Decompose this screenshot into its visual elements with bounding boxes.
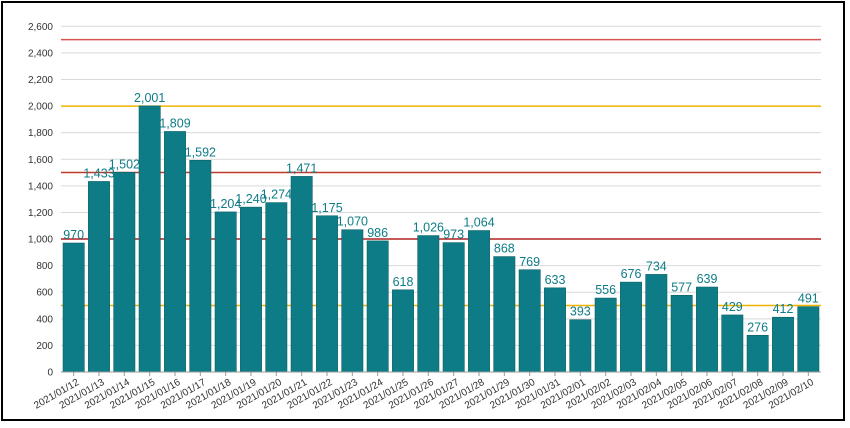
bar bbox=[442, 242, 465, 373]
bar bbox=[316, 215, 338, 373]
bar bbox=[164, 131, 186, 373]
data-labels: 9701,4331,5022,0011,8091,5921,2041,2401,… bbox=[63, 91, 819, 334]
bar bbox=[696, 286, 718, 373]
data-label: 1,026 bbox=[413, 221, 444, 235]
data-label: 393 bbox=[570, 305, 591, 319]
bar bbox=[62, 242, 85, 373]
bar bbox=[645, 274, 668, 373]
y-tick-label: 1,200 bbox=[28, 208, 53, 219]
data-label: 970 bbox=[63, 228, 84, 242]
bars bbox=[62, 105, 820, 373]
data-label: 412 bbox=[773, 302, 794, 316]
data-label: 639 bbox=[697, 272, 718, 286]
bar bbox=[797, 306, 820, 373]
y-tick-label: 0 bbox=[47, 368, 53, 379]
chart-frame: 970 1,433 1,502 2,001 1,809 1,592 1,204 1,240 1,… bbox=[1, 1, 845, 421]
bar bbox=[468, 230, 490, 373]
bar-chart: 9701,4331,5022,0011,8091,5921,2041,2401,… bbox=[28, 22, 821, 412]
bar bbox=[569, 319, 592, 373]
bar bbox=[493, 256, 516, 373]
data-label: 1,471 bbox=[286, 161, 317, 175]
y-tick-label: 200 bbox=[36, 341, 53, 352]
y-tick-label: 1,000 bbox=[28, 235, 53, 246]
y-tick-label: 2,600 bbox=[28, 22, 53, 33]
data-label: 429 bbox=[722, 300, 743, 314]
data-label: 868 bbox=[494, 242, 515, 256]
y-axis-ticks: 0 200 400 600 800 1,000 1,200 1,400 1,600 1,800 2,… bbox=[28, 22, 53, 379]
y-tick-label: 400 bbox=[36, 314, 53, 325]
data-label: 734 bbox=[646, 259, 667, 273]
bar bbox=[290, 176, 313, 373]
bar bbox=[417, 235, 440, 373]
bar bbox=[518, 269, 541, 373]
data-label: 1,502 bbox=[109, 157, 140, 171]
data-label: 276 bbox=[747, 320, 768, 334]
data-label: 618 bbox=[393, 275, 414, 289]
data-label: 491 bbox=[798, 292, 819, 306]
bar bbox=[138, 105, 161, 373]
data-label: 1,175 bbox=[311, 201, 342, 215]
bar bbox=[594, 297, 617, 373]
bar bbox=[240, 206, 262, 373]
y-tick-label: 1,400 bbox=[28, 181, 53, 192]
bar bbox=[113, 171, 136, 373]
data-label: 676 bbox=[621, 267, 642, 281]
y-tick-label: 1,600 bbox=[28, 155, 53, 166]
bar bbox=[721, 314, 744, 373]
data-label: 556 bbox=[595, 283, 616, 297]
bar bbox=[544, 287, 566, 373]
data-label: 1,064 bbox=[463, 216, 494, 230]
bar bbox=[392, 289, 414, 373]
data-label: 1,592 bbox=[185, 145, 216, 159]
reference-lines bbox=[61, 38, 821, 307]
y-tick-label: 2,200 bbox=[28, 75, 53, 86]
bar bbox=[670, 294, 693, 373]
bar bbox=[88, 181, 110, 373]
data-label: 1,070 bbox=[337, 215, 368, 229]
y-tick-label: 800 bbox=[36, 261, 53, 272]
data-label: 1,204 bbox=[210, 197, 241, 211]
x-axis-ticks: 2021/01/122021/01/132021/01/142021/01/15… bbox=[32, 372, 816, 412]
y-tick-label: 2,400 bbox=[28, 48, 53, 59]
bar bbox=[746, 335, 769, 373]
bar bbox=[772, 316, 794, 373]
data-label: 1,240 bbox=[235, 192, 266, 206]
data-label: 1,274 bbox=[261, 188, 292, 202]
y-tick-label: 600 bbox=[36, 288, 53, 299]
data-label: 973 bbox=[443, 228, 464, 242]
bar bbox=[265, 202, 288, 373]
data-label: 577 bbox=[671, 280, 692, 294]
bar bbox=[214, 211, 237, 373]
bar bbox=[620, 281, 642, 373]
data-label: 633 bbox=[545, 273, 566, 287]
bar bbox=[366, 240, 389, 373]
data-label: 769 bbox=[519, 255, 540, 269]
data-label: 1,809 bbox=[159, 116, 190, 130]
bar bbox=[341, 229, 364, 373]
data-label: 986 bbox=[367, 226, 388, 240]
bar bbox=[189, 160, 212, 373]
data-label: 1,433 bbox=[83, 166, 114, 180]
data-label: 2,001 bbox=[134, 91, 165, 105]
y-tick-label: 2,000 bbox=[28, 102, 53, 113]
y-tick-label: 1,800 bbox=[28, 128, 53, 139]
